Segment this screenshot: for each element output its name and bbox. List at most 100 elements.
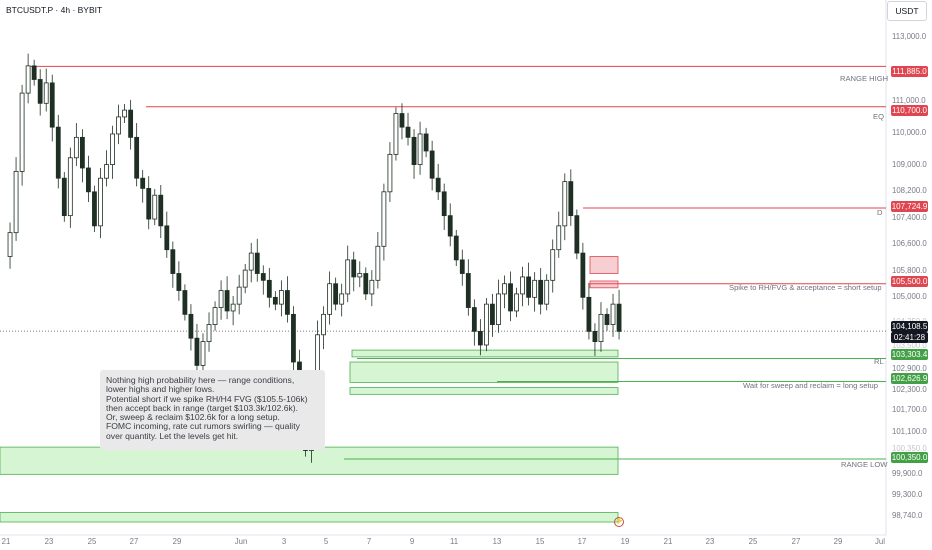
candle [544, 279, 550, 305]
candle [152, 194, 158, 220]
current-price-tag: 104,108.5 [891, 321, 928, 332]
candle [610, 303, 616, 325]
fvg-price-tag: 105,500.0 [891, 276, 928, 287]
candle [538, 279, 544, 305]
price-tick: 98,740.0 [892, 511, 923, 520]
candle [122, 109, 127, 118]
candle [532, 279, 538, 298]
date-tick: 17 [577, 537, 587, 546]
date-tick: 23 [44, 537, 54, 546]
candle [188, 313, 194, 339]
date-tick: 29 [833, 537, 843, 546]
price-tick: 107,400.0 [892, 213, 927, 222]
candle [490, 303, 495, 325]
note-line: FOMC incoming, rate cut rumors swirling … [106, 421, 300, 432]
candle [345, 259, 351, 295]
candle [291, 313, 296, 363]
candle [363, 273, 369, 295]
candle [236, 286, 242, 305]
supply-zone [589, 280, 619, 289]
short-setup-label: Spike to RH/FVG & acceptance = short set… [729, 283, 882, 292]
note-line: lower highs and higher lows. [106, 384, 215, 395]
demand-zone [0, 512, 619, 523]
price-tick: 101,700.0 [892, 405, 927, 414]
candle [447, 215, 453, 237]
analysis-note: Nothing high probability here — range co… [100, 370, 325, 450]
price-tick: 103,500.0 [892, 341, 927, 350]
date-tick: 19 [620, 537, 630, 546]
date-tick: 7 [366, 537, 372, 546]
candle [550, 249, 556, 281]
price-tick: 113,000.0 [892, 32, 927, 41]
candle [592, 330, 598, 342]
lightning-icon[interactable]: ⚡ [614, 517, 624, 527]
date-tick: 9 [409, 537, 415, 546]
date-tick: 27 [791, 537, 801, 546]
candle [514, 293, 519, 312]
candle [182, 290, 188, 315]
candle [128, 109, 134, 138]
candle [134, 136, 140, 179]
range-low-price-tag: 100,350.0 [891, 452, 928, 463]
candle [67, 157, 73, 217]
candle [242, 269, 248, 288]
candle [218, 290, 224, 308]
candle [19, 92, 25, 172]
currency-button[interactable]: USDT [887, 1, 927, 21]
candle [562, 181, 568, 227]
symbol-header: BTCUSDT.P · 4h · BYBIT [6, 5, 103, 15]
candle [212, 307, 218, 325]
candle [556, 225, 562, 251]
note-line: then accept back in range (target $103.3… [106, 402, 299, 413]
candle [13, 170, 19, 234]
demand-zone [0, 446, 619, 475]
candle [483, 303, 489, 346]
date-tick: 3 [281, 537, 287, 546]
candle [399, 113, 405, 128]
supply-zone [589, 256, 619, 274]
date-tick: 25 [748, 537, 758, 546]
candle [110, 133, 115, 165]
candle [423, 133, 429, 152]
candle [459, 259, 465, 274]
candle [393, 113, 399, 155]
price-tick: 99,300.0 [892, 490, 923, 499]
candle [92, 191, 97, 227]
eq-label: EQ [873, 112, 884, 121]
candle [98, 177, 103, 227]
candle [43, 82, 49, 104]
note-line: Or, sweep & reclaim $102.6k for a long s… [106, 412, 280, 423]
date-tick: 21 [663, 537, 673, 546]
candle [381, 191, 387, 247]
candle [574, 215, 580, 254]
date-tick: 5 [323, 537, 329, 546]
candle [170, 249, 176, 274]
candle [502, 283, 507, 295]
candle [31, 65, 37, 80]
candle [254, 252, 260, 274]
candle [230, 303, 236, 312]
candle [453, 235, 459, 261]
date-tick: Jun [234, 537, 248, 546]
candle [79, 136, 85, 169]
rl-label: RL [874, 357, 884, 366]
candle [104, 164, 109, 179]
candle [260, 273, 266, 281]
candle [465, 273, 471, 308]
candle [37, 79, 43, 104]
candle [158, 194, 164, 227]
candle [369, 279, 375, 295]
candle [604, 313, 610, 325]
d-label: D [877, 208, 883, 217]
candle [200, 341, 206, 366]
candle [164, 225, 170, 251]
candle [417, 133, 423, 165]
candle [176, 273, 182, 291]
range-low-label: RANGE LOW [841, 460, 888, 469]
candle [333, 283, 339, 305]
note-line: Potential short if we spike RH/H4 FVG ($… [106, 393, 308, 404]
date-tick: 25 [87, 537, 97, 546]
price-tick: 111,000.0 [892, 96, 926, 105]
